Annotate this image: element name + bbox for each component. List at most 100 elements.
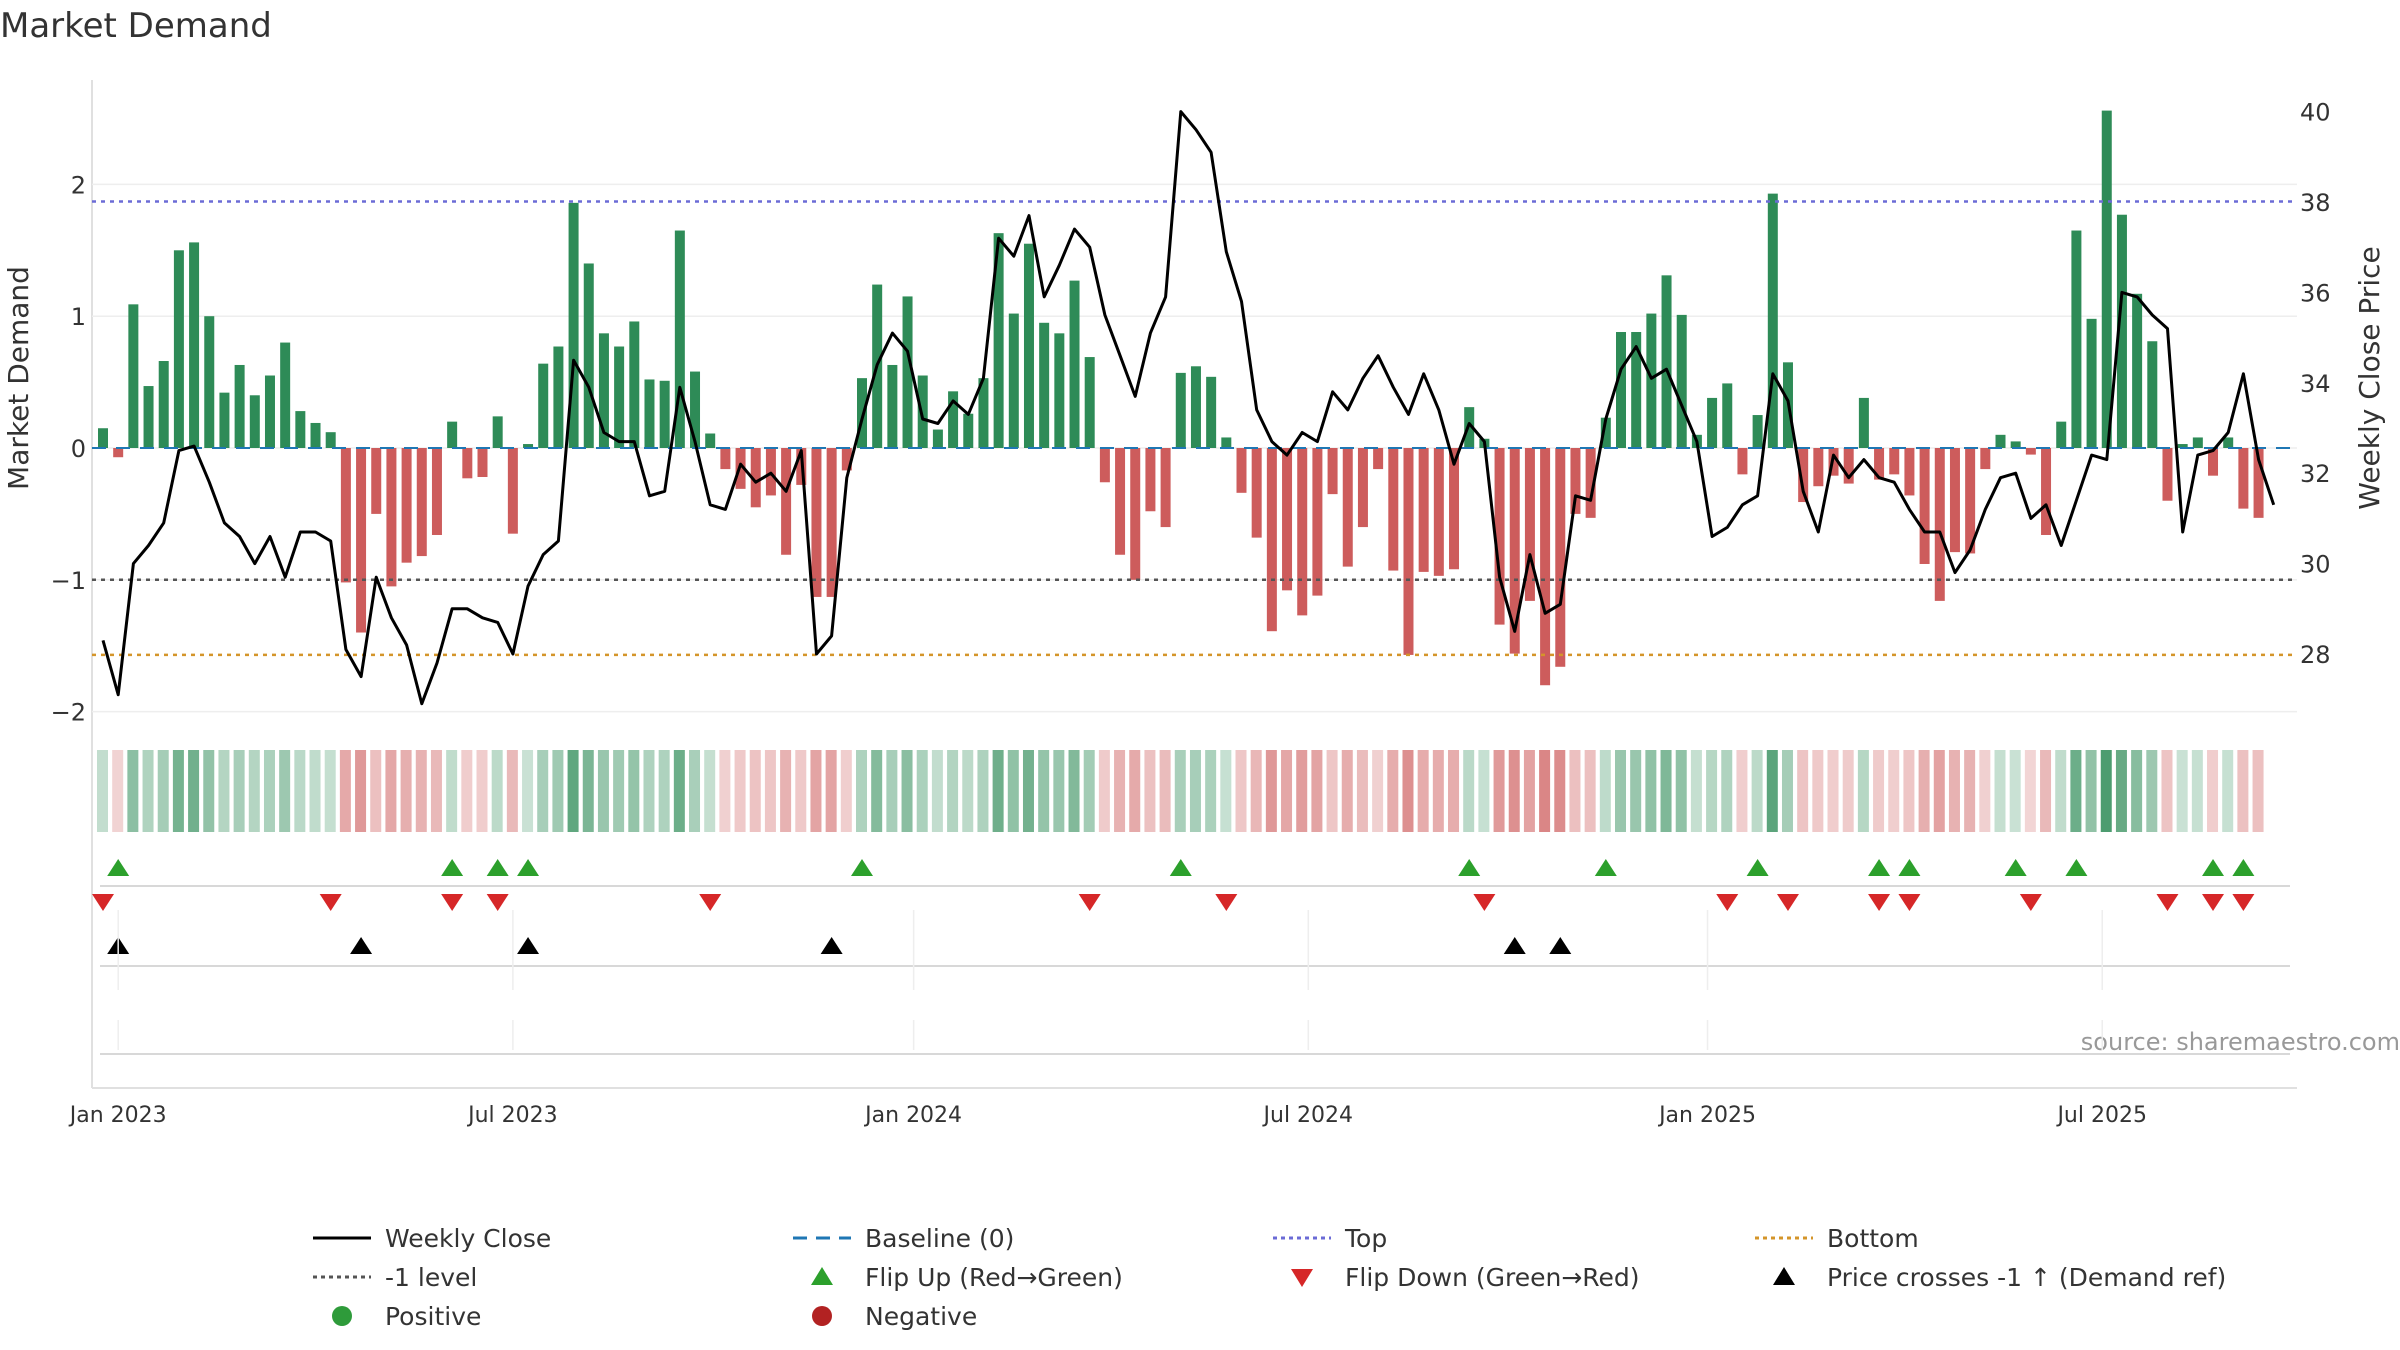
flip-up-marker [851, 859, 873, 876]
heat-cell [1615, 750, 1626, 832]
heat-cell [1660, 750, 1672, 832]
heat-cell [916, 750, 928, 832]
demand-bar [629, 321, 640, 448]
flip-down-marker [1473, 894, 1496, 911]
heat-cell [279, 750, 291, 832]
legend-label: Baseline (0) [865, 1224, 1014, 1253]
demand-bar [1813, 448, 1824, 487]
heat-cell [901, 750, 913, 832]
legend-label: -1 level [385, 1263, 477, 1292]
demand-bar [249, 395, 260, 448]
demand-bar [1342, 448, 1353, 567]
demand-bar [1980, 448, 1991, 470]
y-tick-label: −1 [51, 567, 86, 595]
demand-bar [1540, 448, 1551, 686]
heat-cell [764, 750, 776, 832]
flip-up-marker [2065, 859, 2088, 876]
heat-cell [1584, 750, 1596, 832]
y-axis-label: Market Demand [2, 266, 35, 490]
heat-cell [385, 750, 397, 832]
flip-down-marker [2156, 894, 2179, 911]
flip-down-marker [486, 894, 509, 911]
heat-cell [810, 750, 822, 832]
demand-bar [1099, 448, 1110, 483]
heat-cell [856, 750, 867, 832]
flip-up-marker [1458, 859, 1481, 876]
demand-bar [1585, 448, 1596, 518]
demand-bar [1327, 448, 1338, 495]
legend-symbol [332, 1306, 352, 1326]
demand-bar [614, 346, 625, 448]
demand-bar [1130, 448, 1141, 580]
demand-bar [1904, 448, 1915, 496]
heat-cell [324, 750, 336, 832]
heat-cell [1356, 750, 1368, 832]
demand-bar [1266, 448, 1277, 632]
demand-bar [1297, 448, 1308, 616]
reference-lines [92, 200, 2297, 657]
demand-bar [2238, 448, 2249, 509]
heat-cell [1797, 750, 1809, 832]
flip-up-marker [107, 859, 130, 876]
demand-bar [2253, 448, 2264, 518]
heat-cell [506, 750, 518, 832]
demand-bar [1175, 372, 1186, 448]
demand-bar [917, 375, 928, 448]
heat-cell [1083, 750, 1095, 832]
demand-bar [477, 448, 488, 477]
heat-cell [2085, 750, 2097, 832]
demand-bar [598, 333, 609, 448]
demand-bar [1889, 448, 1900, 475]
demand-bar [674, 230, 685, 448]
demand-bar [523, 444, 534, 448]
heat-cell [947, 750, 959, 832]
heat-cell [446, 750, 458, 832]
demand-bar [371, 448, 382, 514]
heat-cell [537, 750, 549, 832]
x-tick-label: Jan 2023 [68, 1103, 167, 1128]
heat-cell [582, 750, 594, 832]
demand-bar [2071, 230, 2082, 448]
flip-down-marker [2232, 894, 2255, 911]
legend: Weekly Close Baseline (0) Top Bottom -1 leve… [313, 1224, 2226, 1331]
demand-bar [1388, 448, 1399, 571]
heat-cell [415, 750, 427, 832]
heat-cell [1675, 750, 1687, 832]
demand-bar [1023, 243, 1034, 448]
demand-bar [659, 380, 670, 448]
legend-symbol [812, 1306, 832, 1326]
heat-cell [1265, 750, 1277, 832]
heat-cell [1448, 750, 1460, 832]
heat-cell [840, 750, 852, 832]
demand-bar [1570, 448, 1581, 514]
heat-cell [567, 750, 579, 832]
heat-cell [643, 750, 655, 832]
heat-cell [1721, 750, 1733, 832]
heat-cell [1129, 750, 1141, 832]
heat-cell [1189, 750, 1201, 832]
demand-bar [113, 448, 124, 458]
heat-cell [1068, 750, 1080, 832]
demand-bar [1357, 448, 1368, 528]
demand-bar [1449, 448, 1460, 570]
demand-bar [2025, 448, 2036, 455]
heat-cell [248, 750, 260, 832]
y2-tick-label: 30 [2300, 551, 2331, 579]
heat-cell [1706, 750, 1718, 832]
legend-label: Bottom [1827, 1224, 1919, 1253]
demand-bar [705, 433, 716, 448]
demand-bar [173, 250, 184, 448]
flip-down-marker [319, 894, 342, 911]
heat-cell [97, 750, 108, 832]
heat-cell [2237, 750, 2249, 832]
heat-cell [658, 750, 670, 832]
demand-bar [553, 346, 564, 448]
source-note: source: sharemaestro.com [2081, 1028, 2400, 1056]
heat-cell [2115, 750, 2127, 832]
heat-cell [112, 750, 124, 832]
flip-up-marker [1898, 859, 1921, 876]
demand-bar [538, 363, 549, 448]
demand-bar [1767, 193, 1778, 448]
heat-cell [2100, 750, 2112, 832]
